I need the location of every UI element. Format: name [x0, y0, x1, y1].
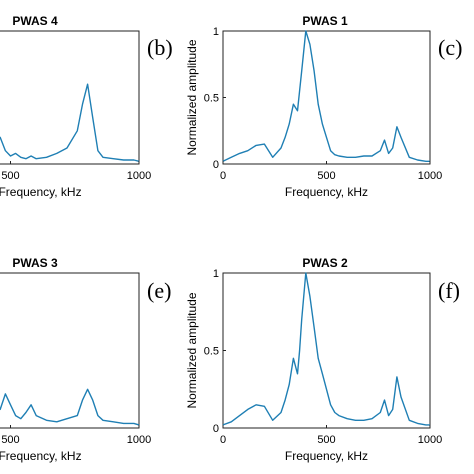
plot-frame — [0, 272, 140, 429]
x-tick-label: 0 — [220, 434, 226, 446]
series-line — [0, 83, 140, 162]
chart-2: PWAS 1 0 500 1000 0 0.5 1 Frequency, kHz Normali… — [185, 14, 442, 199]
chart-title: PWAS 1 — [302, 14, 348, 28]
y-axis-label: Normalized amplitude — [185, 292, 199, 408]
chart-title: PWAS 4 — [12, 14, 58, 28]
chart-1: PWAS 4 500 1000 Frequency, kHz — [0, 14, 151, 199]
x-axis-label: Frequency, kHz — [0, 185, 82, 199]
x-axis-label: Frequency, kHz — [285, 449, 368, 463]
chart-3: PWAS 3 500 1000 Frequency, kHz — [0, 256, 151, 463]
x-tick-label: 1000 — [127, 434, 151, 446]
x-axis-label: Frequency, kHz — [285, 185, 368, 199]
x-tick-label: 0 — [220, 170, 226, 182]
plot-frame — [222, 272, 431, 429]
chart-4: PWAS 2 0 500 1000 0 0.5 1 Frequency, kHz Normali… — [185, 256, 442, 463]
panel-label-e: (e) — [147, 278, 171, 303]
y-tick-label: 0 — [213, 159, 219, 171]
x-tick-label: 1000 — [418, 434, 442, 446]
y-tick-label: 1 — [213, 268, 219, 280]
panel-label-b: (b) — [147, 35, 173, 60]
y-tick-label: 0.5 — [204, 93, 219, 105]
series-line — [222, 272, 430, 426]
chart-title: PWAS 3 — [12, 256, 58, 270]
x-axis-label: Frequency, kHz — [0, 449, 82, 463]
series-line — [0, 388, 140, 426]
x-tick-label: 1000 — [127, 170, 151, 182]
y-axis-label: Normalized amplitude — [185, 39, 199, 155]
chart-title: PWAS 2 — [302, 256, 348, 270]
x-tick-label: 1000 — [418, 170, 442, 182]
x-tick-label: 500 — [317, 434, 335, 446]
panel-label-c: (c) — [438, 35, 462, 60]
panel-label-f: (f) — [438, 278, 460, 303]
x-tick-label: 500 — [1, 170, 19, 182]
x-tick-label: 500 — [317, 170, 335, 182]
y-tick-label: 1 — [213, 26, 219, 38]
x-tick-label: 500 — [1, 434, 19, 446]
series-line — [222, 30, 430, 162]
plot-frame — [222, 30, 431, 165]
y-tick-label: 0 — [213, 423, 219, 435]
y-tick-label: 0.5 — [204, 346, 219, 358]
